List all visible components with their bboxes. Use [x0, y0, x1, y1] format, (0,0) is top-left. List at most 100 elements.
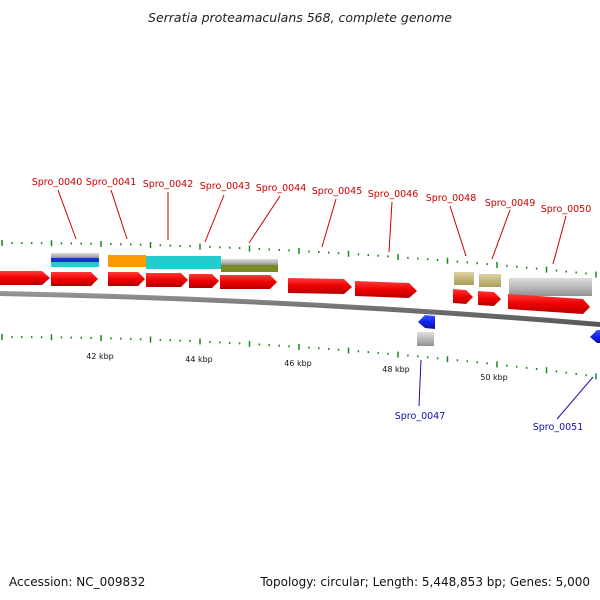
band-spro-0042-cyan: [146, 256, 221, 269]
lower-ruler-minor-tick: [525, 366, 528, 369]
upper-ruler-minor-tick: [516, 265, 518, 268]
lower-ruler-minor-tick: [377, 351, 379, 354]
gene-label-spro-0042: Spro_0042: [143, 179, 194, 190]
upper-ruler-major-tick: [545, 266, 548, 273]
upper-ruler-minor-tick: [159, 244, 162, 247]
upper-ruler-minor-tick: [110, 243, 112, 246]
lower-ruler-minor-tick: [219, 341, 221, 344]
cds-arrows: [0, 271, 600, 343]
upper-ruler-minor-tick: [555, 269, 558, 272]
map-title: Serratia proteamaculans 568, complete ge…: [148, 10, 452, 25]
upper-ruler-minor-tick: [60, 242, 63, 245]
leader-spro-0048: [449, 205, 467, 257]
lower-ruler-minor-tick: [21, 336, 23, 339]
upper-ruler-minor-tick: [90, 242, 92, 245]
upper-ruler-minor-tick: [308, 250, 310, 253]
lower-ruler-minor-tick: [516, 365, 518, 368]
upper-ruler-minor-tick: [70, 242, 73, 245]
upper-ruler-minor-tick: [238, 247, 241, 250]
upper-ruler-minor-tick: [288, 249, 290, 252]
upper-ruler-minor-tick: [535, 267, 538, 270]
axis-label-50kbp: 50 kbp: [480, 373, 508, 382]
upper-ruler-minor-tick: [189, 245, 191, 248]
cds-arrow-spro-0041: [108, 272, 145, 286]
axis-label-44kbp: 44 kbp: [185, 355, 213, 364]
lower-ruler-minor-tick: [169, 339, 172, 342]
accession-text: Accession: NC_009832: [9, 575, 145, 589]
axis-label-46kbp: 46 kbp: [284, 359, 312, 368]
lower-ruler-minor-tick: [159, 338, 162, 341]
cds-arrow-0039: [0, 271, 50, 285]
lower-ruler-minor-tick: [575, 372, 577, 375]
lower-ruler-minor-tick: [426, 356, 429, 359]
lower-ruler-minor-tick: [565, 371, 568, 374]
upper-ruler-major-tick: [496, 261, 498, 268]
lower-ruler-minor-tick: [308, 346, 310, 349]
band-spro-0048-khaki: [454, 272, 474, 285]
lower-ruler-minor-tick: [120, 337, 122, 340]
lower-ruler-minor-tick: [258, 343, 261, 346]
gene-label-spro-0049: Spro_0049: [485, 198, 536, 209]
leader-spro-0047: [418, 359, 422, 407]
cds-arrow-spro-0050: [508, 294, 590, 314]
band-spro-0041-orange: [108, 255, 146, 267]
upper-ruler-minor-tick: [585, 272, 587, 275]
upper-ruler-major-tick: [298, 247, 300, 254]
lower-ruler-major-tick: [149, 336, 152, 343]
upper-ruler-major-tick: [595, 271, 597, 278]
gene-label-spro-0040: Spro_0040: [32, 177, 83, 188]
lower-ruler-minor-tick: [357, 350, 360, 353]
upper-ruler-minor-tick: [228, 246, 231, 249]
cds-arrow-spro-0044: [220, 275, 277, 289]
upper-ruler-minor-tick: [318, 251, 320, 254]
lower-ruler-minor-tick: [387, 352, 389, 355]
upper-ruler-minor-tick: [337, 252, 340, 255]
upper-ruler-minor-tick: [436, 259, 439, 262]
leader-lines: [57, 189, 594, 420]
band-spro-0040-grey: [51, 253, 99, 258]
upper-ruler-minor-tick: [139, 243, 142, 246]
gene-label-spro-0051: Spro_0051: [533, 422, 584, 433]
cds-arrow-spro-0047: [418, 315, 435, 329]
cds-arrow-spro-0045: [288, 278, 352, 294]
lower-ruler-minor-tick: [486, 362, 488, 365]
upper-ruler-minor-tick: [21, 242, 23, 245]
upper-ruler-minor-tick: [209, 245, 211, 248]
upper-ruler-major-tick: [199, 243, 201, 250]
lower-ruler-major-tick: [199, 338, 201, 345]
upper-ruler-major-tick: [446, 257, 449, 264]
lower-ruler-minor-tick: [90, 336, 92, 339]
feature-bands: [51, 253, 592, 346]
upper-ruler-minor-tick: [80, 242, 82, 245]
upper-ruler-minor-tick: [486, 263, 488, 266]
gene-label-spro-0043: Spro_0043: [200, 181, 251, 192]
lower-ruler-major-tick: [397, 351, 399, 358]
tick-layer: [1, 240, 597, 380]
upper-ruler-minor-tick: [169, 244, 172, 247]
upper-ruler-major-tick: [397, 254, 399, 261]
leader-spro-0050: [552, 215, 567, 265]
lower-ruler-minor-tick: [110, 337, 112, 340]
gene-label-spro-0046: Spro_0046: [368, 189, 419, 200]
lower-ruler-major-tick: [100, 335, 102, 342]
lower-ruler-minor-tick: [30, 336, 33, 339]
upper-ruler-minor-tick: [179, 244, 181, 247]
upper-ruler-major-tick: [100, 240, 102, 247]
lower-ruler-minor-tick: [288, 345, 290, 348]
lower-ruler-minor-tick: [209, 340, 211, 343]
lower-ruler-major-tick: [248, 340, 251, 347]
lower-ruler-minor-tick: [318, 347, 320, 350]
upper-ruler-minor-tick: [426, 258, 429, 261]
lower-ruler-minor-tick: [238, 342, 241, 345]
lower-ruler-minor-tick: [129, 337, 132, 340]
gene-labels: Spro_0040 Spro_0041 Spro_0042 Spro_0043 …: [32, 177, 592, 433]
upper-ruler-major-tick: [149, 242, 152, 249]
upper-ruler-minor-tick: [377, 254, 379, 257]
lower-ruler-minor-tick: [585, 374, 587, 377]
upper-ruler-minor-tick: [268, 248, 271, 251]
lower-ruler-minor-tick: [179, 339, 181, 342]
lower-ruler-minor-tick: [417, 355, 419, 358]
upper-ruler-minor-tick: [476, 262, 478, 265]
band-spro-0044-olive: [221, 265, 278, 272]
upper-ruler-major-tick: [50, 240, 53, 247]
